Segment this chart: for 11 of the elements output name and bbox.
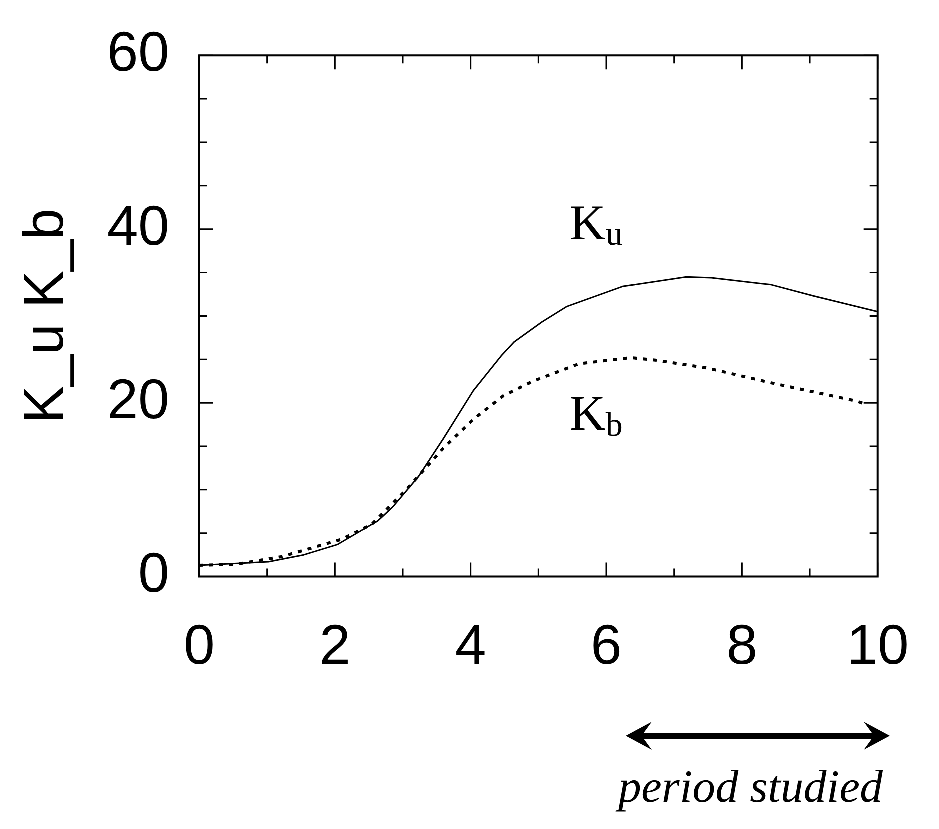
x-tick-label: 6 <box>590 612 622 676</box>
y-tick-label: 40 <box>107 194 170 257</box>
x-tick-label: 8 <box>726 612 758 676</box>
x-tick-label: 4 <box>455 612 486 676</box>
x-tick-label: 0 <box>184 612 216 676</box>
x-tick-label: 2 <box>320 612 351 676</box>
y-tick-label: 60 <box>107 20 170 84</box>
y-axis-title: K_u K_b <box>12 208 76 424</box>
x-tick-label: 10 <box>846 612 910 676</box>
y-tick-label: 20 <box>107 368 170 431</box>
y-tick-label: 0 <box>138 541 170 604</box>
